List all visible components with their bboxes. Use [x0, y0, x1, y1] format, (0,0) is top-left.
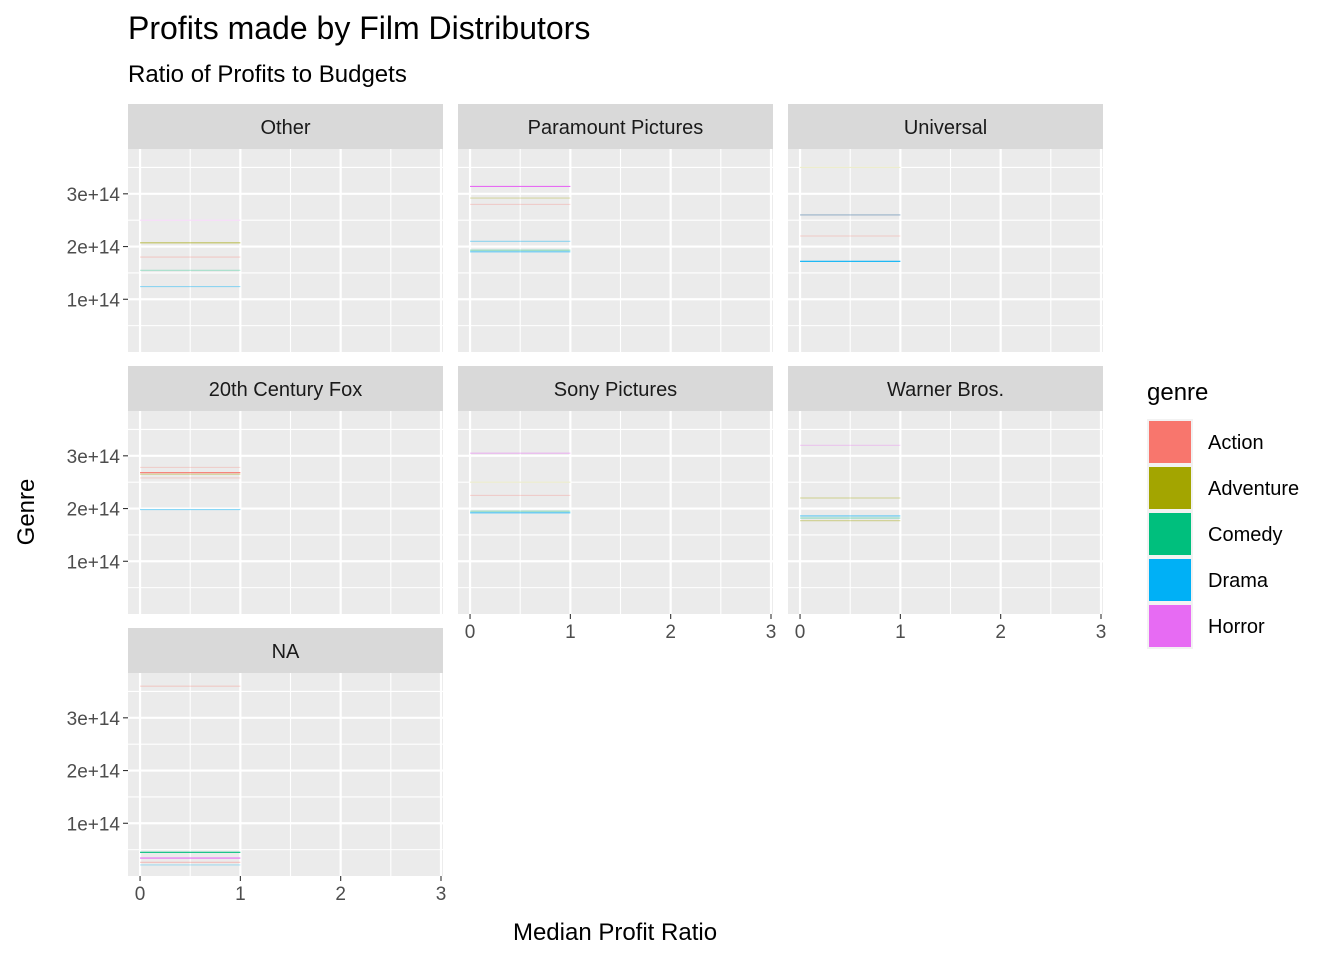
legend-label: Horror [1208, 616, 1265, 638]
x-tick-label: 0 [465, 622, 476, 643]
facet-label: Paramount Pictures [528, 117, 704, 139]
facet-strip [128, 628, 443, 673]
facet-panel: NA 0 1 2 3 1e+14 2e+14 3e+14 [67, 628, 447, 905]
x-tick-label: 1 [895, 622, 906, 643]
y-tick-label: 3e+14 [67, 709, 121, 730]
x-tick-label: 0 [795, 622, 806, 643]
legend-swatch-comedy [1149, 513, 1191, 555]
x-tick-label: 3 [1096, 622, 1107, 643]
facet-strip [128, 366, 443, 411]
legend-swatch-drama [1149, 559, 1191, 601]
facet-label: Sony Pictures [554, 379, 677, 401]
chart-subtitle: Ratio of Profits to Budgets [128, 61, 407, 88]
facet-label: NA [272, 641, 300, 663]
facet-panel: Sony Pictures 0 1 2 3 [458, 366, 776, 643]
facet-panel: Other 1e+14 2e+14 3e+14 [67, 104, 443, 352]
facet-strip [458, 366, 773, 411]
facet-panel: Warner Bros. 0 1 2 3 [788, 366, 1106, 643]
y-tick-label: 1e+14 [67, 290, 121, 311]
facet-panel: Paramount Pictures [458, 104, 773, 352]
legend-label: Comedy [1208, 524, 1282, 546]
y-tick-label: 3e+14 [67, 447, 121, 468]
panel-background [128, 149, 443, 352]
legend-label: Drama [1208, 570, 1269, 592]
facet-panels: Other 1e+14 2e+14 3e+14 Paramount Pictures Un… [67, 104, 1106, 905]
facet-strip [788, 104, 1103, 149]
x-axis-title: Median Profit Ratio [513, 919, 717, 946]
facet-label: 20th Century Fox [209, 379, 362, 401]
facet-panel: 20th Century Fox 1e+14 2e+14 3e+14 [67, 366, 443, 614]
x-tick-label: 2 [665, 622, 676, 643]
facet-strip [128, 104, 443, 149]
x-tick-label: 1 [235, 884, 246, 905]
y-tick-label: 2e+14 [67, 762, 121, 783]
y-axis-title: Genre [13, 479, 40, 546]
legend-swatch-action [1149, 421, 1191, 463]
x-tick-label: 3 [766, 622, 777, 643]
y-tick-label: 1e+14 [67, 814, 121, 835]
y-tick-label: 3e+14 [67, 185, 121, 206]
x-tick-label: 2 [995, 622, 1006, 643]
facet-strip [458, 104, 773, 149]
y-tick-label: 2e+14 [67, 500, 121, 521]
legend-swatch-horror [1149, 605, 1191, 647]
panel-background [128, 673, 443, 876]
legend: genre Action Adventure Comedy Drama Horror [1147, 379, 1299, 649]
y-tick-label: 2e+14 [67, 238, 121, 259]
x-tick-label: 0 [135, 884, 146, 905]
facet-label: Universal [904, 117, 987, 139]
x-tick-label: 2 [335, 884, 346, 905]
facet-strip [788, 366, 1103, 411]
legend-label: Adventure [1208, 478, 1299, 500]
panel-background [128, 411, 443, 614]
x-tick-label: 3 [436, 884, 447, 905]
panel-background [788, 411, 1103, 614]
panel-background [788, 149, 1103, 352]
legend-label: Action [1208, 432, 1264, 454]
legend-title: genre [1147, 379, 1208, 406]
facet-label: Warner Bros. [887, 379, 1004, 401]
y-tick-label: 1e+14 [67, 552, 121, 573]
x-tick-label: 1 [565, 622, 576, 643]
chart-title: Profits made by Film Distributors [128, 10, 590, 46]
legend-swatch-adventure [1149, 467, 1191, 509]
facet-panel: Universal [788, 104, 1103, 352]
facet-label: Other [260, 117, 310, 139]
